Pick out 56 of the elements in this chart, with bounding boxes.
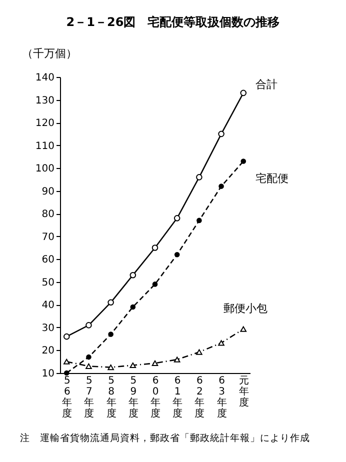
y-tick-label: 110 xyxy=(35,140,54,152)
point xyxy=(108,332,114,337)
series-label: 合計 xyxy=(255,78,278,91)
y-tick-label: 130 xyxy=(35,95,54,106)
x-tick-label: 58年度 xyxy=(106,376,116,420)
point xyxy=(152,360,158,366)
x-tick-label: 56年度 xyxy=(62,376,72,420)
point xyxy=(218,130,224,138)
series-label: 宅配便 xyxy=(255,172,288,186)
x-tick-label: 61年度 xyxy=(172,376,183,420)
point xyxy=(174,215,180,222)
y-tick-label: 90 xyxy=(42,186,54,198)
y-tick-label: 120 xyxy=(35,118,54,130)
y-tick-label: 20 xyxy=(42,346,54,357)
point xyxy=(108,299,114,306)
text: 注 運輸省貨物流通局資料，郵政省「郵政統計年報」により作成 xyxy=(20,432,310,445)
y-tick-label: 30 xyxy=(42,322,54,334)
point xyxy=(152,282,158,287)
y-tick-label: 10 xyxy=(42,368,54,380)
point xyxy=(130,362,136,368)
x-tick-label: 59年度 xyxy=(128,376,138,420)
point xyxy=(86,354,92,360)
point xyxy=(240,158,246,164)
y-tick-label: 140 xyxy=(35,72,54,84)
point xyxy=(240,326,247,332)
point xyxy=(63,333,70,340)
x-tick-label: 元年度 xyxy=(238,376,249,408)
y-tick-label: 80 xyxy=(42,209,54,220)
y-tick-label: 70 xyxy=(42,232,54,243)
point xyxy=(130,304,136,310)
point xyxy=(130,272,136,278)
y-axis-title: （千万個） xyxy=(22,46,77,61)
point xyxy=(86,363,92,369)
point xyxy=(218,184,224,189)
y-tick-label: 60 xyxy=(42,254,54,266)
point xyxy=(64,370,70,376)
y-tick-label: 100 xyxy=(35,164,54,175)
point xyxy=(240,90,247,96)
point xyxy=(196,174,202,180)
series-label: 郵便小包 xyxy=(223,302,268,316)
x-tick-label: 57年度 xyxy=(84,376,94,420)
point xyxy=(108,364,114,370)
x-tick-label: 60年度 xyxy=(150,376,160,420)
point xyxy=(86,322,92,328)
point xyxy=(174,356,180,362)
point xyxy=(196,218,202,224)
point xyxy=(196,349,202,355)
point xyxy=(218,340,224,346)
point xyxy=(174,252,180,258)
chart-title: 2－1－26図 宅配便等取扱個数の推移 xyxy=(65,14,281,31)
x-tick-label: 62年度 xyxy=(194,376,205,420)
point xyxy=(152,244,158,251)
point xyxy=(63,358,70,364)
y-tick-label: 50 xyxy=(42,277,54,288)
x-tick-label: 63年度 xyxy=(216,376,227,420)
y-tick-label: 40 xyxy=(42,300,54,312)
